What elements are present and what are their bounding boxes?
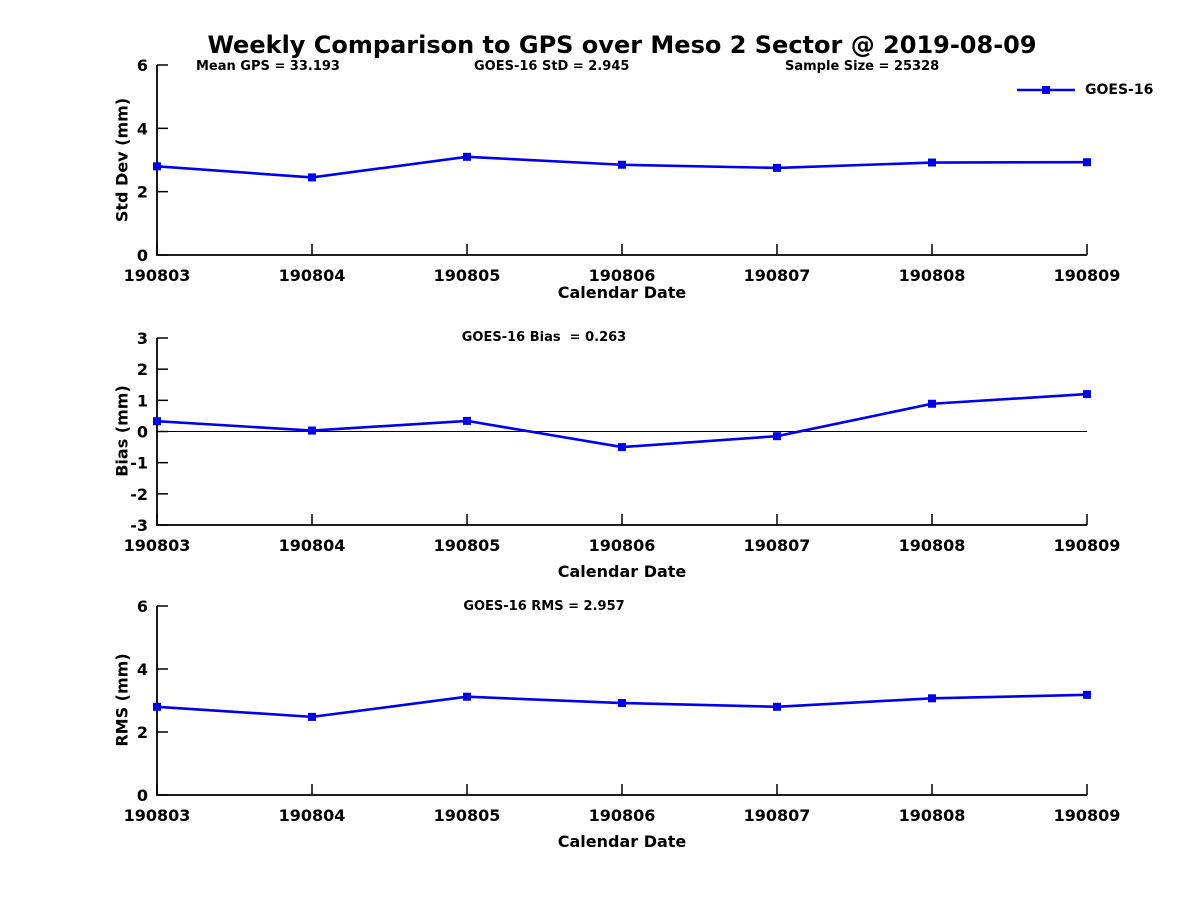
figure-title: Weekly Comparison to GPS over Meso 2 Sec… — [207, 31, 1037, 59]
x-tick-label: 190803 — [124, 806, 191, 825]
x-tick-label: 190804 — [279, 536, 346, 555]
y-tick-label: 3 — [137, 329, 148, 348]
y-tick-label: 0 — [137, 423, 148, 442]
GOES-16-marker — [1083, 390, 1091, 399]
x-tick-label: 190809 — [1054, 806, 1121, 825]
calendar-date-label-stddev: Calendar Date — [557, 283, 687, 302]
x-tick-label: 190807 — [744, 266, 811, 285]
x-tick-label: 190808 — [899, 806, 966, 825]
x-tick-label: 190805 — [434, 806, 501, 825]
y-tick-label: 4 — [137, 660, 148, 679]
GOES-16-marker — [928, 158, 936, 167]
x-tick-label: 190807 — [744, 536, 811, 555]
GOES-16-marker — [928, 694, 936, 703]
x-tick-label: 190803 — [124, 266, 191, 285]
rms-plot: 0 2 4 6 190803 190804 190805 190806 190807 190808… — [124, 597, 1121, 825]
axis-spines — [156, 65, 1087, 256]
y-tick-label: 6 — [137, 597, 148, 616]
GOES-16-marker — [463, 692, 471, 701]
y-tick-label: -2 — [130, 485, 148, 504]
legend-label: GOES-16 — [1085, 82, 1154, 98]
GOES-16-marker — [463, 152, 471, 161]
x-tick-label: 190805 — [434, 266, 501, 285]
GOES-16-marker — [308, 173, 316, 182]
GOES-16-marker — [618, 699, 626, 708]
GOES-16-marker — [618, 160, 626, 169]
calendar-date-label-bias: Calendar Date — [557, 562, 687, 581]
GOES-16-marker — [773, 163, 781, 172]
x-tick-label: 190806 — [589, 536, 656, 555]
legend: GOES-16 — [1015, 82, 1153, 98]
x-tick-label: 190809 — [1054, 266, 1121, 285]
mean-gps-annotation: Mean GPS = 33.193 — [196, 59, 340, 74]
GOES-16-marker — [463, 416, 471, 425]
y-tick-label: 2 — [137, 183, 148, 202]
sample-size-annotation: Sample Size = 25328 — [785, 59, 940, 74]
x-tick-label: 190808 — [899, 536, 966, 555]
goes16-std-annotation: GOES-16 StD = 2.945 — [474, 59, 630, 74]
GOES-16-marker — [1083, 158, 1091, 167]
bias-plot: -3 -2 -1 0 1 2 3 190803 190804 190805 190806 190807… — [124, 329, 1121, 555]
y-tick-label: 0 — [137, 786, 148, 805]
std-dev-plot: 0 2 4 6 190803 190804 190805 190806 190807 190808… — [124, 56, 1121, 285]
GOES-16-marker — [773, 702, 781, 711]
legend-marker-sample — [1042, 86, 1050, 94]
x-tick-label: 190803 — [124, 536, 191, 555]
GOES-16-marker — [308, 426, 316, 435]
x-tick-label: 190805 — [434, 536, 501, 555]
y-tick-label: 0 — [137, 246, 148, 265]
y-tick-label: 2 — [137, 723, 148, 742]
x-tick-label: 190807 — [744, 806, 811, 825]
GOES-16-line — [156, 392, 1088, 449]
y-tick-label: 2 — [137, 360, 148, 379]
GOES-16-marker — [1083, 690, 1091, 699]
x-tick-label: 190806 — [589, 266, 656, 285]
GOES-16-marker — [153, 417, 161, 426]
y-tick-label: 6 — [137, 56, 148, 75]
y-tick-label: -1 — [130, 454, 148, 473]
x-tick-label: 190804 — [279, 806, 346, 825]
x-tick-label: 190806 — [589, 806, 656, 825]
x-tick-label: 190809 — [1054, 536, 1121, 555]
calendar-date-label-rms: Calendar Date — [557, 832, 687, 851]
GOES-16-marker — [773, 432, 781, 441]
rms-annotation: GOES-16 RMS = 2.957 — [463, 599, 625, 614]
y-tick-label: -3 — [130, 516, 148, 535]
legend-line-marker-icon — [1017, 86, 1075, 94]
GOES-16-marker — [153, 162, 161, 171]
x-tick-label: 190808 — [899, 266, 966, 285]
GOES-16-marker — [928, 399, 936, 408]
y-tick-label: 4 — [137, 119, 148, 138]
GOES-16-marker — [308, 712, 316, 721]
GOES-16-marker — [618, 443, 626, 452]
GOES-16-marker — [153, 702, 161, 711]
bias-annotation: GOES-16 Bias = 0.263 — [461, 330, 627, 345]
x-tick-label: 190804 — [279, 266, 346, 285]
y-tick-label: 1 — [137, 391, 148, 410]
